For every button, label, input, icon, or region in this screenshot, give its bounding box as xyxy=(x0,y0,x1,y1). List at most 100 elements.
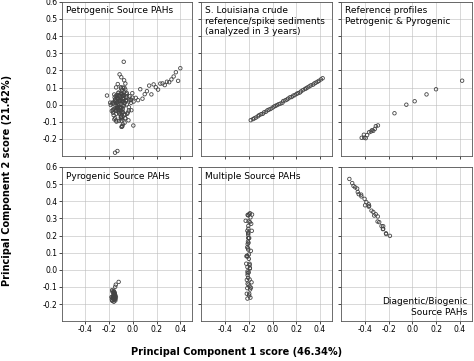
Point xyxy=(350,183,357,189)
Point xyxy=(293,91,301,97)
Point xyxy=(247,248,255,254)
Point xyxy=(108,108,116,114)
Point xyxy=(119,109,127,115)
Point xyxy=(244,275,252,280)
Point xyxy=(127,100,135,106)
Point xyxy=(112,100,120,106)
Point xyxy=(115,90,122,96)
Point xyxy=(126,93,133,99)
Point xyxy=(154,87,162,92)
Point xyxy=(118,105,125,111)
Point xyxy=(120,92,128,98)
Point xyxy=(121,116,129,121)
Point xyxy=(114,99,121,105)
Point xyxy=(114,92,121,98)
Point xyxy=(423,92,430,97)
Point xyxy=(115,92,122,98)
Point xyxy=(119,110,127,116)
Point xyxy=(114,105,121,111)
Point xyxy=(244,281,251,287)
Point xyxy=(110,294,118,300)
Point xyxy=(112,98,119,104)
Point xyxy=(267,106,274,112)
Point xyxy=(132,95,140,101)
Point xyxy=(244,296,251,301)
Point xyxy=(147,92,155,97)
Point xyxy=(115,279,122,285)
Point xyxy=(129,123,137,129)
Point xyxy=(297,88,305,94)
Point xyxy=(249,116,257,122)
Point xyxy=(113,99,121,105)
Point xyxy=(244,254,251,260)
Point xyxy=(245,270,253,275)
Point xyxy=(252,115,260,121)
Point xyxy=(168,77,175,82)
Point xyxy=(110,288,118,294)
Point xyxy=(245,231,252,236)
Point xyxy=(279,100,286,106)
Point xyxy=(245,247,252,253)
Point xyxy=(120,89,128,95)
Point xyxy=(245,235,252,241)
Point xyxy=(114,101,122,106)
Point xyxy=(269,105,276,110)
Point xyxy=(107,102,115,108)
Point xyxy=(260,109,268,115)
Point xyxy=(246,219,254,225)
Point xyxy=(307,82,315,88)
Point xyxy=(165,79,173,85)
Point xyxy=(112,282,119,288)
Point xyxy=(246,284,254,290)
Point xyxy=(246,214,254,220)
Point xyxy=(118,109,125,115)
Point xyxy=(113,105,120,111)
Point xyxy=(115,109,122,115)
Point xyxy=(255,112,263,118)
Point xyxy=(402,102,410,108)
Point xyxy=(360,132,368,138)
Point xyxy=(379,226,387,232)
Point xyxy=(119,99,127,105)
Point xyxy=(312,80,319,86)
Point xyxy=(244,212,251,218)
Point xyxy=(351,184,359,190)
Point xyxy=(110,92,118,97)
Point xyxy=(118,114,125,120)
Point xyxy=(374,219,382,225)
Point xyxy=(159,81,166,86)
Point xyxy=(121,116,129,121)
Point xyxy=(257,111,265,117)
Point xyxy=(432,86,440,92)
Point xyxy=(243,261,250,266)
Point xyxy=(248,279,255,285)
Point xyxy=(174,78,182,84)
Point xyxy=(117,98,124,104)
Point xyxy=(248,212,256,217)
Point xyxy=(111,150,119,156)
Point xyxy=(117,104,125,110)
Point xyxy=(109,106,117,112)
Point xyxy=(111,96,119,102)
Point xyxy=(106,100,114,105)
Point xyxy=(137,86,144,92)
Point xyxy=(284,96,292,101)
Point xyxy=(116,71,123,77)
Point xyxy=(117,114,125,119)
Point xyxy=(111,293,118,299)
Point xyxy=(315,78,323,84)
Point xyxy=(110,100,118,105)
Point xyxy=(304,84,311,90)
Point xyxy=(111,96,119,102)
Point xyxy=(294,90,302,96)
Point xyxy=(110,297,118,303)
Point xyxy=(242,218,249,224)
Point xyxy=(119,85,127,91)
Point xyxy=(346,176,353,182)
Point xyxy=(391,110,398,116)
Point xyxy=(115,90,122,95)
Point xyxy=(348,180,356,186)
Point xyxy=(121,85,128,91)
Point xyxy=(354,189,362,195)
Point xyxy=(110,299,118,305)
